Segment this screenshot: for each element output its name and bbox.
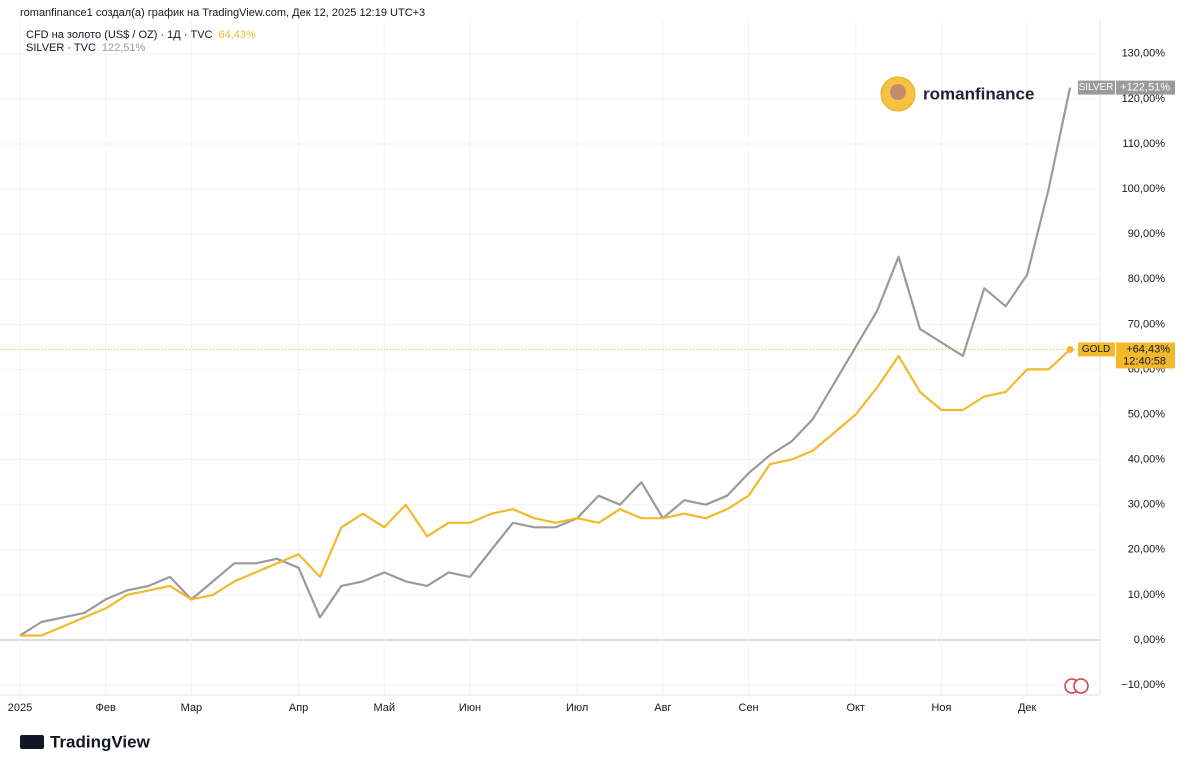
legend-name: CFD на золото (US$ / OZ) · 1Д · TVC bbox=[26, 29, 213, 41]
value-tag-label: +122,51% bbox=[1120, 81, 1170, 93]
legend-value: 64,43% bbox=[219, 29, 257, 41]
y-tick-label: 10,00% bbox=[1128, 589, 1166, 601]
x-tick-label: Май bbox=[374, 702, 396, 714]
value-tag bbox=[1116, 342, 1175, 369]
footer-logo: TradingView bbox=[50, 732, 151, 751]
watermark: romanfinance bbox=[923, 84, 1034, 103]
x-tick-label: Дек bbox=[1018, 702, 1037, 714]
y-tick-label: 130,00% bbox=[1122, 48, 1166, 60]
series-line bbox=[19, 87, 1072, 637]
y-tick-label: −10,00% bbox=[1121, 679, 1165, 691]
y-tick-label: 100,00% bbox=[1122, 183, 1166, 195]
value-tag bbox=[1116, 80, 1175, 95]
x-tick-label: Фев bbox=[96, 702, 116, 714]
name-tag-label: SILVER bbox=[1079, 82, 1114, 93]
legend-value: 122,51% bbox=[102, 42, 146, 54]
event-icon[interactable] bbox=[1073, 678, 1089, 694]
y-tick-label: 0,00% bbox=[1134, 634, 1165, 646]
y-tick-label: 30,00% bbox=[1128, 499, 1166, 511]
x-tick-label: Июн bbox=[459, 702, 481, 714]
x-tick-label: Окт bbox=[846, 702, 865, 714]
name-tag-label: GOLD bbox=[1082, 344, 1110, 355]
avatar-face bbox=[890, 84, 906, 100]
y-tick-label: 120,00% bbox=[1122, 93, 1166, 105]
last-point bbox=[1066, 345, 1074, 353]
y-tick-label: 20,00% bbox=[1128, 544, 1166, 556]
y-tick-label: 50,00% bbox=[1128, 408, 1166, 420]
logo-mark bbox=[20, 735, 44, 749]
legend-name: SILVER · TVC bbox=[26, 42, 96, 54]
x-tick-label: Сен bbox=[739, 702, 759, 714]
x-tick-label: Июл bbox=[566, 702, 588, 714]
x-tick-label: Авг bbox=[654, 702, 671, 714]
y-tick-label: 70,00% bbox=[1128, 318, 1166, 330]
series-line bbox=[20, 348, 1071, 637]
name-tag bbox=[1078, 342, 1115, 357]
x-tick-label: 2025 bbox=[8, 702, 32, 714]
x-tick-label: Мар bbox=[181, 702, 203, 714]
y-tick-label: 80,00% bbox=[1128, 273, 1166, 285]
name-tag bbox=[1078, 80, 1115, 95]
legend: CFD на золото (US$ / OZ) · 1Д · TVC 64,43… bbox=[26, 29, 256, 54]
y-tick-label: 110,00% bbox=[1122, 138, 1165, 150]
header: romanfinance1 создал(а) график на Tradin… bbox=[20, 7, 425, 19]
x-tick-label: Апр bbox=[289, 702, 308, 714]
y-tick-label: 90,00% bbox=[1128, 228, 1166, 240]
countdown: 12:40:58 bbox=[1123, 355, 1166, 367]
value-tag-label: +64,43% bbox=[1126, 343, 1170, 355]
y-tick-label: 40,00% bbox=[1128, 454, 1166, 466]
x-tick-label: Ноя bbox=[931, 702, 951, 714]
